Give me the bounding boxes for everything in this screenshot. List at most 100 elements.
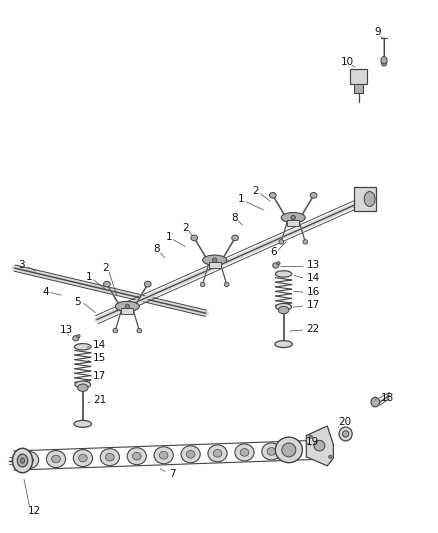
Ellipse shape	[113, 328, 118, 333]
Ellipse shape	[125, 304, 130, 309]
Text: 17: 17	[92, 371, 106, 381]
Ellipse shape	[115, 301, 139, 311]
Ellipse shape	[279, 240, 284, 244]
Ellipse shape	[145, 281, 151, 287]
Ellipse shape	[127, 448, 146, 465]
Ellipse shape	[19, 451, 39, 469]
Ellipse shape	[186, 450, 195, 458]
Ellipse shape	[282, 443, 296, 457]
Text: 8: 8	[231, 213, 238, 223]
Text: 1: 1	[86, 272, 92, 282]
Ellipse shape	[328, 455, 332, 458]
Ellipse shape	[267, 448, 276, 455]
Ellipse shape	[73, 450, 92, 466]
Text: 3: 3	[18, 260, 25, 270]
Ellipse shape	[137, 328, 142, 333]
Text: 7: 7	[169, 469, 175, 479]
Ellipse shape	[343, 431, 349, 437]
Ellipse shape	[273, 263, 279, 268]
Ellipse shape	[20, 458, 25, 463]
Bar	[354, 187, 376, 211]
Text: 8: 8	[153, 245, 160, 254]
Ellipse shape	[100, 449, 120, 466]
Ellipse shape	[191, 235, 198, 241]
Ellipse shape	[52, 455, 60, 463]
Ellipse shape	[279, 306, 289, 314]
Ellipse shape	[371, 397, 380, 407]
Polygon shape	[306, 426, 333, 466]
Ellipse shape	[276, 437, 302, 463]
Text: 20: 20	[338, 417, 351, 427]
Ellipse shape	[262, 443, 281, 460]
Ellipse shape	[309, 435, 312, 438]
Text: 16: 16	[306, 287, 320, 297]
Ellipse shape	[154, 447, 173, 464]
Ellipse shape	[208, 445, 227, 462]
Ellipse shape	[240, 449, 249, 456]
Bar	[287, 220, 299, 225]
Ellipse shape	[276, 303, 291, 310]
Ellipse shape	[382, 63, 386, 66]
Ellipse shape	[339, 427, 352, 441]
Ellipse shape	[46, 450, 66, 467]
Ellipse shape	[74, 421, 92, 427]
Ellipse shape	[277, 262, 280, 265]
Ellipse shape	[159, 451, 168, 459]
Ellipse shape	[269, 192, 276, 198]
Ellipse shape	[364, 191, 375, 206]
Ellipse shape	[291, 215, 295, 220]
Text: 13: 13	[306, 261, 320, 270]
Text: 17: 17	[306, 300, 320, 310]
Ellipse shape	[310, 192, 317, 198]
Text: 1: 1	[166, 232, 173, 243]
Text: 22: 22	[306, 324, 320, 334]
Text: 1: 1	[238, 194, 244, 204]
Text: 14: 14	[92, 340, 106, 350]
Ellipse shape	[314, 440, 325, 451]
Ellipse shape	[203, 255, 226, 265]
Text: 6: 6	[271, 247, 277, 256]
Text: 4: 4	[42, 287, 49, 297]
Text: 10: 10	[341, 57, 354, 67]
Ellipse shape	[73, 336, 79, 341]
Ellipse shape	[235, 444, 254, 461]
Ellipse shape	[17, 454, 28, 467]
Bar	[208, 262, 221, 268]
Ellipse shape	[78, 384, 88, 391]
Text: 9: 9	[374, 27, 381, 37]
Text: 5: 5	[74, 296, 81, 306]
Ellipse shape	[106, 454, 114, 461]
Ellipse shape	[212, 258, 217, 262]
Text: 13: 13	[60, 325, 73, 335]
Ellipse shape	[276, 271, 292, 277]
Text: 14: 14	[306, 273, 320, 283]
Bar	[350, 69, 367, 84]
Text: 2: 2	[102, 263, 109, 272]
Ellipse shape	[103, 281, 110, 287]
Text: 15: 15	[92, 353, 106, 363]
Text: 19: 19	[305, 437, 319, 447]
Text: 2: 2	[253, 186, 259, 196]
Ellipse shape	[181, 446, 200, 463]
Bar	[354, 84, 363, 93]
Ellipse shape	[132, 453, 141, 460]
Ellipse shape	[303, 240, 307, 244]
Ellipse shape	[78, 454, 87, 462]
Ellipse shape	[281, 213, 305, 223]
Ellipse shape	[381, 56, 387, 65]
Text: 12: 12	[28, 506, 42, 516]
Bar	[121, 309, 133, 314]
Ellipse shape	[75, 381, 91, 388]
Ellipse shape	[224, 282, 229, 287]
Text: 21: 21	[93, 395, 106, 406]
Ellipse shape	[12, 448, 32, 473]
Ellipse shape	[232, 235, 238, 241]
Ellipse shape	[25, 456, 33, 464]
Ellipse shape	[200, 282, 205, 287]
Ellipse shape	[77, 335, 80, 338]
Ellipse shape	[74, 344, 91, 350]
Ellipse shape	[213, 449, 222, 457]
Text: 2: 2	[182, 223, 188, 233]
Text: 18: 18	[381, 393, 394, 403]
Ellipse shape	[275, 341, 292, 348]
